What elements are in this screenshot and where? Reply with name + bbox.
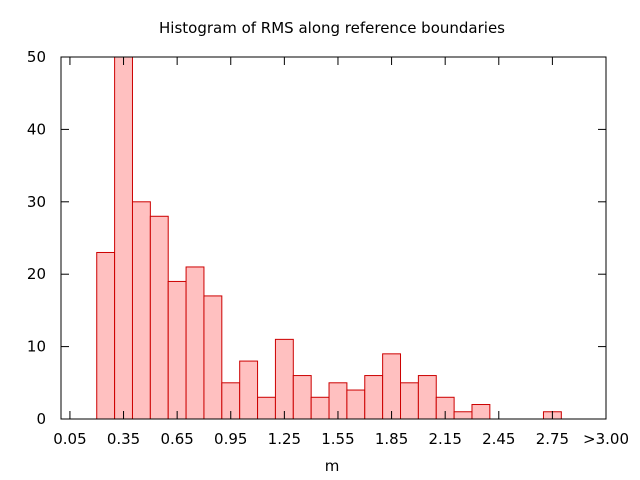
histogram-bar-8 [239,360,259,420]
histogram-bar-17 [400,382,419,420]
histogram-bar-0 [96,251,116,420]
x-tick-label: 1.55 [321,430,354,448]
axes-group [60,56,607,420]
x-tick-label: 0.35 [107,430,140,448]
x-tick-label: 2.15 [428,430,461,448]
histogram-bar-9 [257,396,276,420]
chart-title: Histogram of RMS along reference boundar… [159,19,505,37]
histogram-bar-4 [167,280,187,420]
histogram-bar-14 [346,389,366,420]
x-tick-label: 2.45 [482,430,515,448]
x-tick-label: 0.65 [160,430,193,448]
histogram-bar-2 [131,201,151,420]
histogram-bar-12 [310,396,330,420]
histogram-bar-10 [274,338,294,420]
y-tick-label: 50 [27,48,46,66]
x-tick-label: 1.25 [268,430,301,448]
x-axis-ticks: 0.05 0.35 0.65 0.95 1.25 1.55 1.85 2.15 2.45 2.75… [53,57,629,448]
x-axis-label: m [325,457,340,475]
histogram-bar-18 [417,375,437,420]
histogram-bar-3 [149,215,169,420]
bars-group [96,56,562,420]
histogram-bar-16 [382,353,402,420]
y-axis-ticks: 0 10 20 30 40 50 [27,48,606,428]
y-tick-label: 10 [27,338,46,356]
histogram-bar-5 [185,266,205,420]
histogram-bar-6 [203,295,223,420]
histogram-bar-15 [364,375,384,420]
y-tick-label: 40 [27,120,46,138]
y-tick-label: 30 [27,193,46,211]
histogram-bar-21 [471,404,491,420]
histogram-bar-1 [114,56,133,420]
x-tick-label: 0.95 [214,430,247,448]
histogram-bar-20 [453,411,473,420]
x-tick-label: 0.05 [53,430,86,448]
plot-frame [60,56,607,420]
y-tick-label: 20 [27,265,46,283]
x-tick-label: >3.00 [583,430,629,448]
y-tick-label: 0 [36,410,46,428]
histogram-bar-11 [292,375,312,420]
x-tick-label: 2.75 [536,430,569,448]
x-tick-label: 1.85 [375,430,408,448]
